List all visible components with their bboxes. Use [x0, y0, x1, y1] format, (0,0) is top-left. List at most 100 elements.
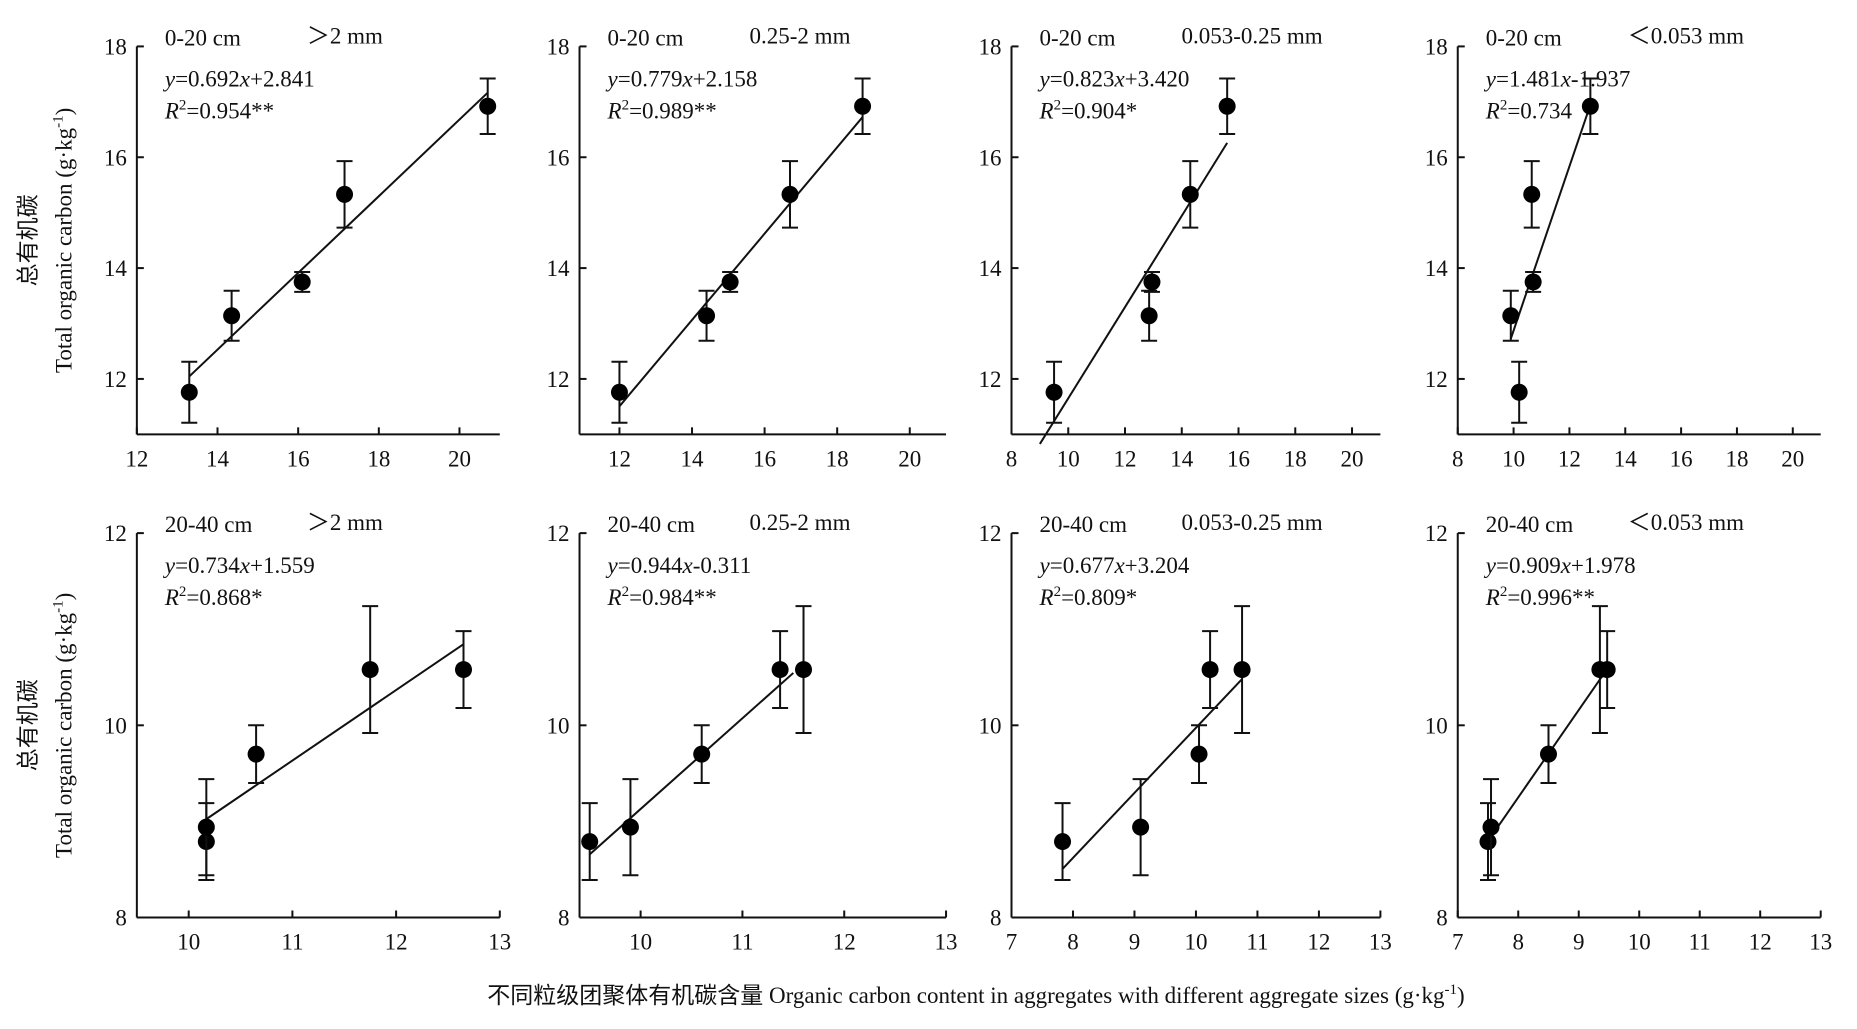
equation: y=1.481x-1.937: [1484, 66, 1631, 91]
depth-label: 0-20 cm: [1040, 25, 1116, 50]
x-tick-label: 7: [1452, 929, 1464, 954]
x-axis-title: 不同粒级团聚体有机碳含量 Organic carbon content in a…: [487, 982, 1464, 1008]
equation: y=0.692x+2.841: [163, 66, 315, 91]
y-tick-label: 8: [990, 905, 1002, 930]
depth-label: 20-40 cm: [608, 512, 696, 537]
x-tick-label: 20: [1781, 446, 1804, 471]
y-tick-label: 14: [547, 256, 571, 281]
x-tick-label: 10: [629, 929, 652, 954]
point: [698, 307, 716, 325]
x-tick-label: 11: [1246, 929, 1268, 954]
point: [610, 383, 628, 401]
x-tick-label: 18: [826, 446, 849, 471]
r-squared: R2=0.954**: [164, 97, 274, 123]
x-tick-label: 9: [1129, 929, 1141, 954]
fit-line: [188, 91, 489, 378]
x-tick-label: 13: [935, 929, 958, 954]
y-tick-label: 12: [547, 521, 570, 546]
r-squared: R2=0.996**: [1485, 584, 1595, 610]
y-tick-label: 18: [547, 34, 570, 59]
y-tick-label: 18: [1425, 34, 1448, 59]
point: [1218, 97, 1236, 115]
size-class-label: ＜0.053 mm: [1628, 23, 1744, 48]
equation: y=0.677x+3.204: [1038, 553, 1190, 578]
x-tick-label: 12: [385, 929, 408, 954]
x-tick-label: 8: [1006, 446, 1018, 471]
r-squared: R2=0.904*: [1039, 97, 1138, 123]
y-tick-label: 8: [115, 905, 127, 930]
y-axis-title-cn: 总有机碳: [16, 679, 41, 771]
point: [361, 661, 379, 679]
depth-label: 0-20 cm: [165, 25, 241, 50]
x-tick-label: 18: [1284, 446, 1307, 471]
size-class-label: ＞2 mm: [307, 510, 383, 535]
point: [771, 661, 789, 679]
size-class-label: ＜0.053 mm: [1628, 510, 1744, 535]
r-squared: R2=0.984**: [607, 584, 717, 610]
x-tick-label: 12: [125, 446, 148, 471]
y-tick-label: 12: [1425, 367, 1448, 392]
point: [455, 661, 473, 679]
equation: y=0.779x+2.158: [606, 66, 758, 91]
x-tick-label: 8: [1452, 446, 1464, 471]
y-tick-label: 14: [979, 256, 1003, 281]
y-tick-label: 14: [104, 256, 128, 281]
x-tick-label: 12: [1114, 446, 1137, 471]
y-axis-title-cn: 总有机碳: [16, 194, 41, 286]
y-tick-label: 18: [979, 34, 1002, 59]
x-tick-label: 13: [488, 929, 511, 954]
x-tick-label: 11: [281, 929, 303, 954]
x-tick-label: 10: [1628, 929, 1651, 954]
x-tick-label: 8: [1067, 929, 1079, 954]
y-tick-label: 14: [1425, 256, 1449, 281]
y-tick-label: 16: [547, 145, 570, 170]
size-class-label: 0.053-0.25 mm: [1182, 23, 1323, 48]
x-tick-label: 10: [1502, 446, 1525, 471]
equation: y=0.734x+1.559: [163, 553, 315, 578]
y-tick-label: 12: [979, 521, 1002, 546]
x-tick-label: 12: [1307, 929, 1330, 954]
x-tick-label: 10: [1057, 446, 1080, 471]
x-tick-label: 20: [1341, 446, 1364, 471]
point: [795, 661, 813, 679]
equation: y=0.823x+3.420: [1038, 66, 1190, 91]
x-tick-label: 16: [287, 446, 310, 471]
fit-line: [1509, 100, 1593, 340]
y-tick-label: 8: [1436, 905, 1448, 930]
x-tick-label: 14: [681, 446, 705, 471]
y-tick-label: 10: [979, 713, 1002, 738]
point: [1054, 833, 1072, 851]
point: [1181, 185, 1199, 203]
point: [223, 307, 241, 325]
point: [1482, 818, 1500, 836]
x-tick-label: 8: [1512, 929, 1524, 954]
point: [180, 383, 198, 401]
point: [1132, 818, 1150, 836]
x-tick-label: 14: [206, 446, 230, 471]
x-tick-label: 13: [1369, 929, 1392, 954]
y-tick-label: 18: [104, 34, 127, 59]
x-tick-label: 20: [448, 446, 471, 471]
x-tick-label: 9: [1573, 929, 1585, 954]
y-tick-label: 16: [979, 145, 1002, 170]
y-tick-label: 16: [1425, 145, 1448, 170]
point: [621, 818, 639, 836]
point: [293, 273, 311, 291]
y-axis-title: Total organic carbon (g·kg-1): [50, 593, 76, 858]
x-tick-label: 16: [753, 446, 776, 471]
point: [1045, 383, 1063, 401]
point: [1598, 661, 1616, 679]
x-tick-label: 12: [1749, 929, 1772, 954]
y-tick-label: 10: [547, 713, 570, 738]
y-tick-label: 8: [558, 905, 570, 930]
y-tick-label: 12: [979, 367, 1002, 392]
point: [336, 185, 354, 203]
point: [721, 273, 739, 291]
equation: y=0.944x-0.311: [606, 553, 752, 578]
fit-line: [1039, 142, 1229, 445]
point: [1539, 745, 1557, 763]
x-tick-label: 16: [1670, 446, 1693, 471]
x-tick-label: 13: [1809, 929, 1832, 954]
x-tick-label: 11: [731, 929, 753, 954]
x-tick-label: 12: [833, 929, 856, 954]
